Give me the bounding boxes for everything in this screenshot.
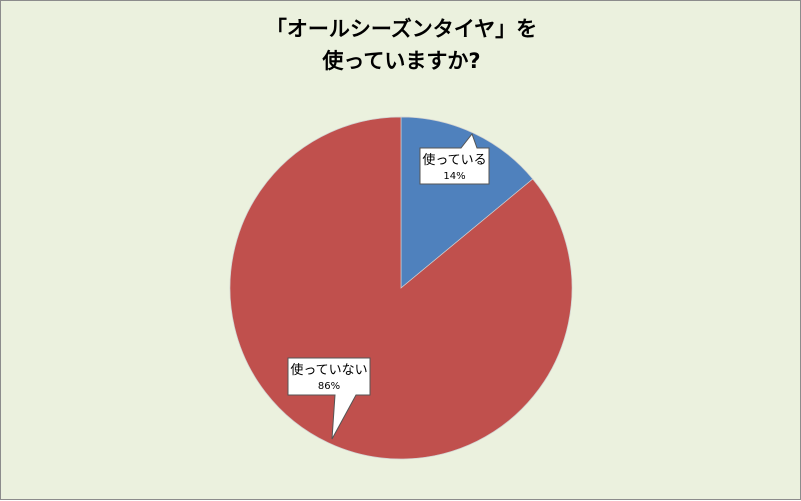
callout-not-used-percent: 86% — [318, 381, 340, 392]
callout-used-category: 使っている — [422, 152, 486, 168]
callout-used-box — [419, 132, 490, 185]
chart-title-line-1: 「オールシーズンタイヤ」を — [265, 17, 538, 41]
callout-not-used-category: 使っていない — [290, 362, 367, 378]
callout-not-used: 使っていない 86% — [287, 357, 371, 440]
chart-title-line-2: 使っていますか? — [322, 49, 481, 73]
callout-not-used-box — [287, 357, 371, 440]
callout-used: 使っている 14% — [419, 132, 490, 185]
callout-used-percent: 14% — [443, 171, 465, 182]
